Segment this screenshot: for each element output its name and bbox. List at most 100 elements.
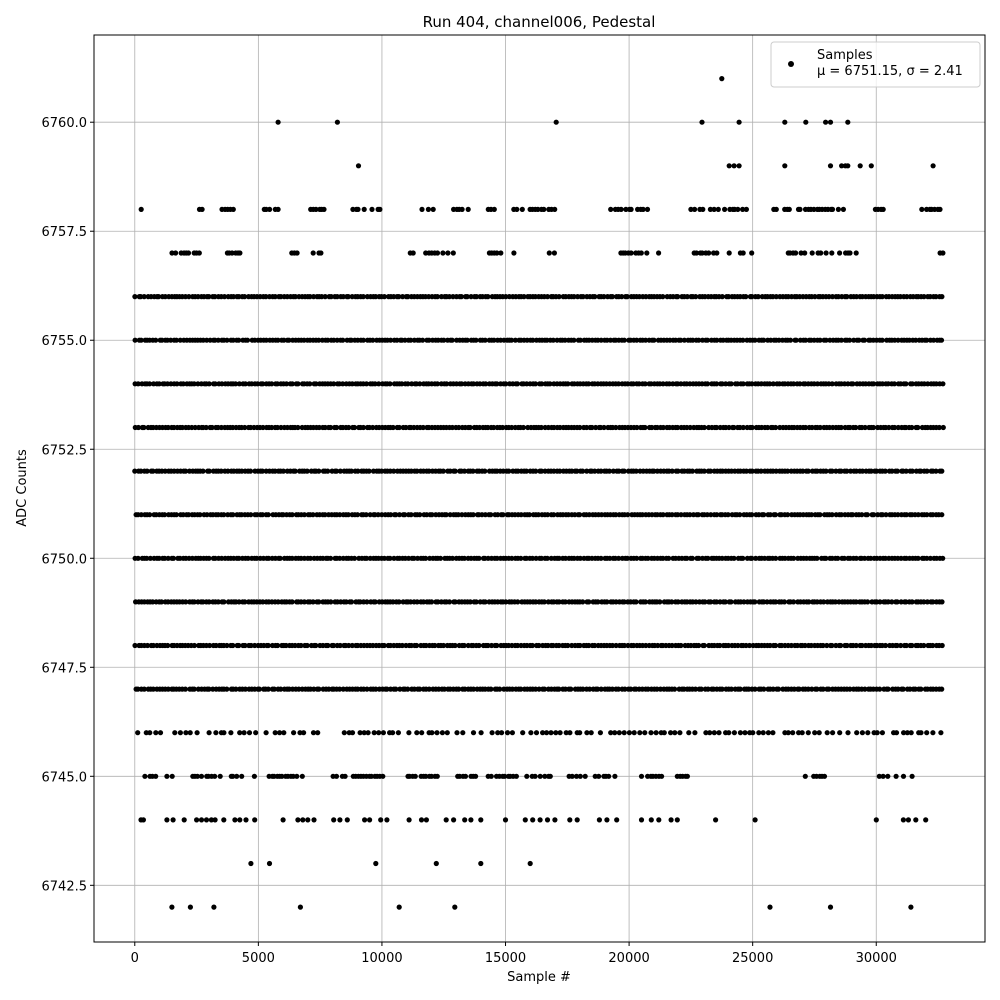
data-point bbox=[461, 642, 467, 649]
data-point bbox=[313, 642, 319, 649]
data-point bbox=[164, 773, 170, 779]
data-point bbox=[315, 730, 321, 736]
data-point bbox=[826, 686, 832, 692]
data-point bbox=[857, 163, 863, 169]
data-point bbox=[425, 206, 431, 212]
data-point bbox=[883, 512, 889, 518]
data-point bbox=[433, 860, 439, 867]
data-point bbox=[681, 337, 688, 343]
data-point bbox=[541, 599, 547, 605]
data-point bbox=[366, 468, 372, 474]
data-point bbox=[365, 730, 371, 736]
data-point bbox=[736, 119, 742, 125]
data-point bbox=[903, 642, 910, 649]
data-point bbox=[569, 773, 575, 779]
data-point bbox=[898, 642, 904, 649]
data-point bbox=[749, 250, 755, 256]
data-point bbox=[711, 206, 717, 212]
data-point bbox=[242, 381, 248, 387]
data-point bbox=[279, 773, 285, 779]
data-point bbox=[672, 686, 678, 692]
data-point bbox=[901, 730, 907, 736]
data-point bbox=[692, 730, 698, 736]
data-point bbox=[440, 250, 446, 256]
data-point bbox=[305, 817, 311, 823]
data-point bbox=[310, 599, 316, 605]
data-point bbox=[752, 817, 758, 823]
data-point bbox=[169, 904, 175, 910]
data-point bbox=[429, 599, 435, 605]
data-point bbox=[267, 206, 273, 212]
data-point bbox=[829, 512, 835, 518]
data-point bbox=[242, 294, 248, 300]
data-point bbox=[540, 730, 546, 736]
data-point bbox=[853, 599, 859, 605]
data-point bbox=[213, 730, 219, 736]
data-point bbox=[460, 730, 466, 736]
data-point bbox=[429, 730, 435, 736]
data-point bbox=[684, 294, 690, 300]
data-point bbox=[809, 686, 815, 692]
data-point bbox=[533, 730, 540, 736]
data-point bbox=[614, 817, 620, 823]
data-point bbox=[903, 512, 910, 518]
data-point bbox=[470, 512, 476, 518]
data-point bbox=[773, 294, 779, 300]
data-point bbox=[485, 642, 491, 649]
data-point bbox=[701, 468, 707, 474]
data-point bbox=[868, 468, 874, 474]
data-point bbox=[731, 424, 737, 431]
data-point bbox=[854, 730, 860, 736]
y-tick-label: 6752.5 bbox=[42, 443, 88, 458]
data-point bbox=[272, 730, 278, 736]
data-point bbox=[351, 555, 358, 561]
data-point bbox=[499, 730, 505, 736]
data-point bbox=[656, 817, 662, 823]
data-point bbox=[939, 468, 945, 474]
y-tick-label: 6745.0 bbox=[42, 770, 88, 785]
data-point bbox=[829, 642, 835, 649]
data-point bbox=[328, 294, 334, 300]
data-point bbox=[503, 599, 509, 605]
y-axis-ticks: 6742.5 6745.0 6747.5 6750.0 6752.5 6755.0 6757… bbox=[42, 116, 94, 894]
data-point bbox=[233, 381, 239, 387]
data-point bbox=[488, 773, 494, 779]
data-point bbox=[500, 512, 506, 518]
data-point bbox=[743, 468, 750, 474]
data-point bbox=[191, 686, 197, 692]
data-point bbox=[601, 424, 607, 431]
data-point bbox=[924, 337, 930, 343]
data-point bbox=[206, 294, 212, 300]
data-point bbox=[894, 599, 900, 605]
data-point bbox=[668, 817, 674, 823]
data-point bbox=[233, 686, 239, 692]
data-point bbox=[621, 599, 627, 605]
data-point bbox=[924, 555, 930, 561]
data-point bbox=[360, 424, 366, 431]
data-point bbox=[862, 555, 868, 561]
data-point bbox=[791, 555, 797, 561]
data-point bbox=[399, 642, 405, 649]
data-point bbox=[337, 512, 343, 518]
data-point bbox=[693, 250, 700, 256]
data-point bbox=[687, 424, 693, 431]
data-point bbox=[381, 642, 387, 649]
data-point bbox=[880, 773, 886, 779]
data-point bbox=[138, 512, 144, 518]
data-point bbox=[790, 599, 797, 605]
data-point bbox=[684, 555, 690, 561]
data-point bbox=[693, 599, 699, 605]
data-point bbox=[173, 512, 179, 518]
data-point bbox=[845, 163, 851, 169]
data-point bbox=[838, 337, 845, 343]
data-point bbox=[638, 250, 644, 256]
data-point bbox=[297, 904, 303, 910]
data-point bbox=[567, 817, 573, 823]
data-point bbox=[688, 206, 694, 212]
data-point bbox=[204, 512, 210, 518]
data-point bbox=[523, 468, 530, 474]
data-point bbox=[909, 468, 915, 474]
data-point bbox=[234, 773, 240, 779]
data-point bbox=[800, 468, 806, 474]
data-point bbox=[537, 773, 543, 779]
